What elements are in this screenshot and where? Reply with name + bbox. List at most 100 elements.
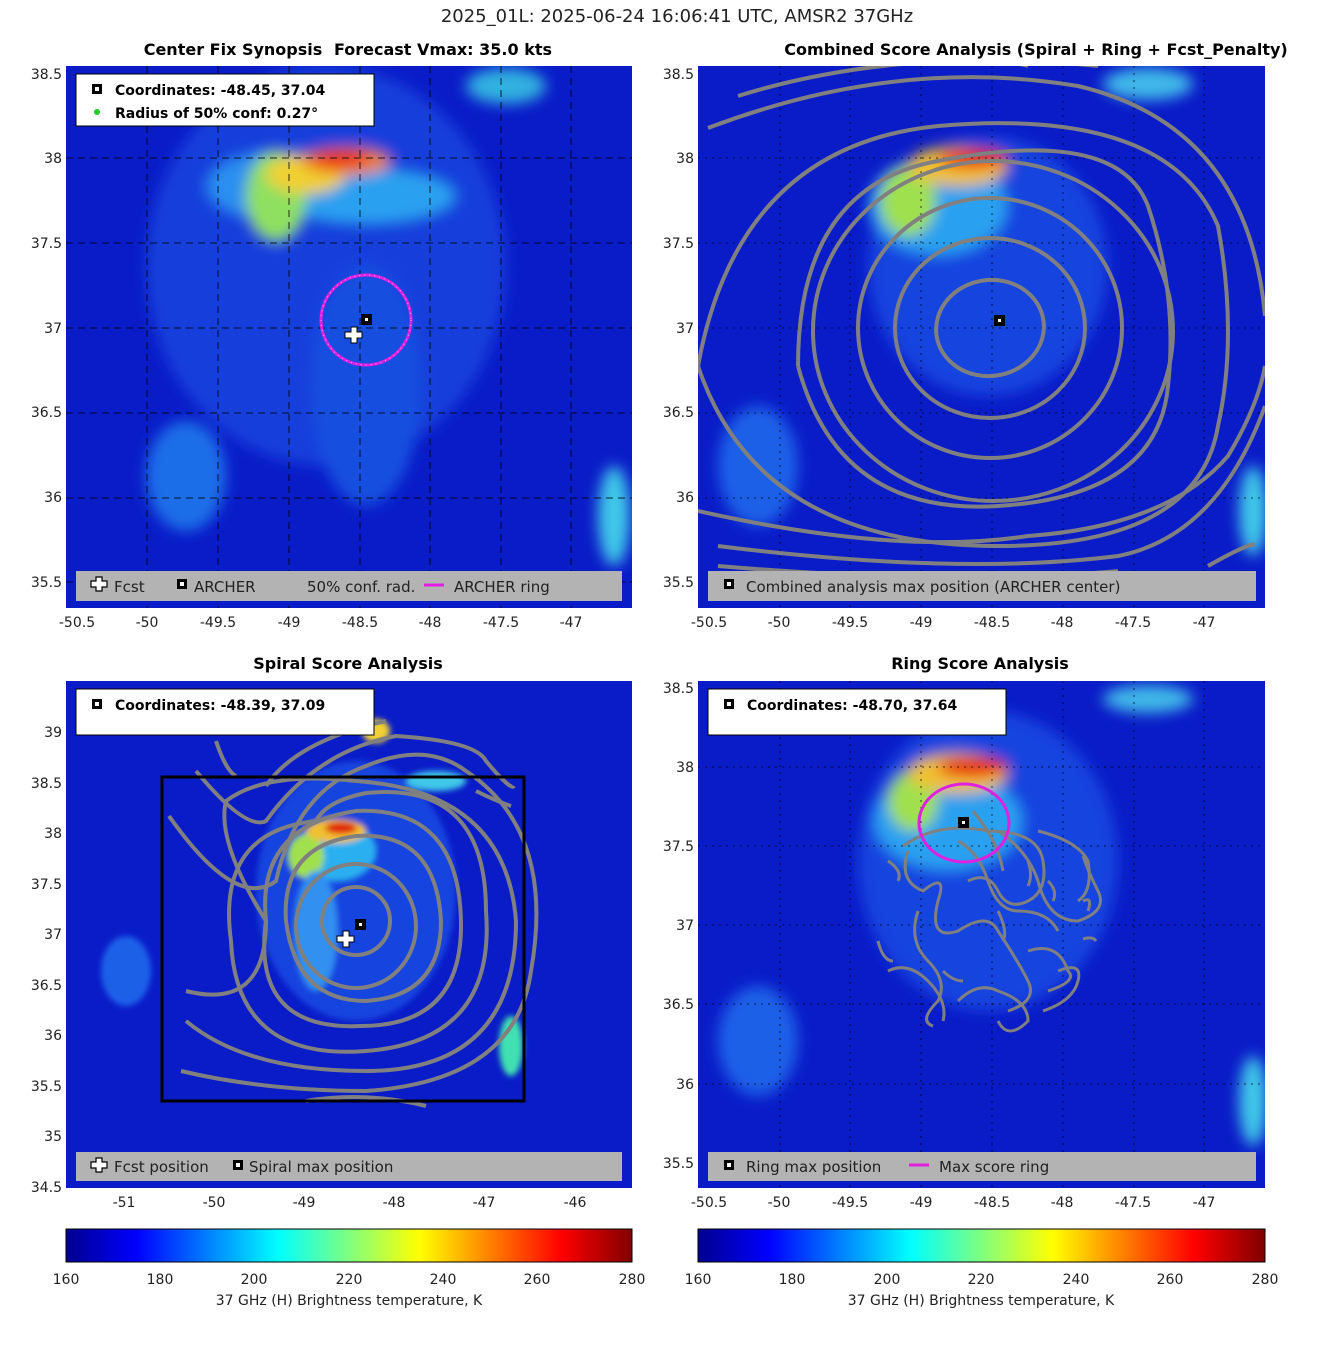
legend — [76, 1152, 622, 1181]
info-box — [75, 73, 375, 127]
svg-text:38.5: 38.5 — [663, 681, 694, 697]
svg-text:35.5: 35.5 — [663, 1156, 694, 1172]
svg-text:-50: -50 — [768, 1195, 791, 1211]
svg-text:180: 180 — [779, 1272, 806, 1288]
svg-text:37.5: 37.5 — [663, 236, 694, 252]
svg-text:-49.5: -49.5 — [832, 1195, 868, 1211]
figure-title: 2025_01L: 2025-06-24 16:06:41 UTC, AMSR2… — [441, 6, 913, 27]
svg-text:260: 260 — [1157, 1272, 1184, 1288]
svg-text:38.5: 38.5 — [31, 776, 62, 792]
svg-text:-49: -49 — [293, 1195, 316, 1211]
svg-text:-48.5: -48.5 — [342, 615, 378, 631]
grid — [698, 681, 1265, 1188]
info-coordinates: Coordinates: -48.45, 37.04 — [115, 83, 325, 99]
svg-text:37.5: 37.5 — [663, 839, 694, 855]
forecast-position-marker — [344, 326, 363, 344]
heatmap-plot-area: Coordinates: -48.39, 37.09 Fcst position… — [66, 681, 632, 1188]
legend-archer: ARCHER — [194, 578, 256, 596]
legend — [708, 1152, 1256, 1181]
svg-text:200: 200 — [241, 1272, 268, 1288]
panel-ring: Ring Score Analysis — [663, 654, 1265, 1211]
svg-text:160: 160 — [685, 1272, 712, 1288]
legend-combined-max: Combined analysis max position (ARCHER c… — [746, 578, 1120, 596]
svg-text:37: 37 — [676, 321, 694, 337]
svg-text:38.5: 38.5 — [663, 67, 694, 83]
svg-text:-47.5: -47.5 — [1115, 1195, 1151, 1211]
svg-text:36.5: 36.5 — [663, 405, 694, 421]
svg-text:-50.5: -50.5 — [59, 615, 95, 631]
svg-text:35.5: 35.5 — [31, 1079, 62, 1095]
forecast-position-marker — [336, 930, 355, 948]
svg-text:-47: -47 — [1193, 1195, 1216, 1211]
legend-fcst: Fcst — [114, 578, 145, 596]
svg-text:36: 36 — [44, 1028, 62, 1044]
svg-text:-48: -48 — [419, 615, 442, 631]
svg-text:34.5: 34.5 — [31, 1180, 62, 1196]
svg-text:280: 280 — [619, 1272, 646, 1288]
svg-text:38: 38 — [676, 760, 694, 776]
svg-text:39: 39 — [44, 725, 62, 741]
svg-text:-46: -46 — [564, 1195, 587, 1211]
fcst-legend-icon — [90, 576, 108, 592]
legend-conf-rad: 50% conf. rad. — [307, 578, 415, 596]
svg-text:260: 260 — [524, 1272, 551, 1288]
svg-text:36.5: 36.5 — [663, 997, 694, 1013]
svg-text:38: 38 — [44, 151, 62, 167]
search-box — [160, 775, 526, 1103]
legend-fcst-position: Fcst position — [114, 1158, 209, 1176]
legend-spiral-max: Spiral max position — [249, 1158, 393, 1176]
colorbar-gradient — [65, 1228, 633, 1263]
svg-text:37: 37 — [44, 321, 62, 337]
info-box — [707, 688, 1007, 736]
conf-radius-circle — [320, 274, 412, 366]
info-coordinates: Coordinates: -48.39, 37.09 — [115, 698, 325, 714]
svg-text:35.5: 35.5 — [31, 575, 62, 591]
legend-max-score-ring: Max score ring — [939, 1158, 1049, 1176]
svg-text:37.5: 37.5 — [31, 877, 62, 893]
svg-text:-50: -50 — [768, 615, 791, 631]
svg-text:35: 35 — [44, 1129, 62, 1145]
svg-text:-49: -49 — [910, 1195, 933, 1211]
svg-text:160: 160 — [53, 1272, 80, 1288]
panel-title-left: Center Fix Synopsis — [144, 40, 323, 59]
svg-text:-49: -49 — [278, 615, 301, 631]
panel-title-right: Forecast Vmax: 35.0 kts — [334, 40, 552, 59]
panel-combined: Combined Score Analysis (Spiral + Ring +… — [663, 40, 1288, 631]
svg-text:-48.5: -48.5 — [974, 1195, 1010, 1211]
svg-text:-48: -48 — [1051, 1195, 1074, 1211]
svg-text:220: 220 — [968, 1272, 995, 1288]
heatmap-plot-area: Combined analysis max position (ARCHER c… — [698, 66, 1265, 608]
svg-text:-48: -48 — [1051, 615, 1074, 631]
svg-text:240: 240 — [430, 1272, 457, 1288]
svg-text:-48: -48 — [383, 1195, 406, 1211]
heatmap-plot-area: Coordinates: -48.70, 37.64 Ring max posi… — [698, 681, 1265, 1188]
svg-text:-49.5: -49.5 — [832, 615, 868, 631]
colorbar-left: 160 180 200 220 240 260 280 37 GHz (H) B… — [53, 1228, 646, 1309]
axes-ticks: -51 -50 -49 -48 -47 -46 34.5 35 35.5 36 … — [31, 725, 587, 1211]
svg-text:37.5: 37.5 — [31, 236, 62, 252]
axes-ticks: -50.5 -50 -49.5 -49 -48.5 -48 -47.5 -47 … — [31, 67, 583, 631]
info-coordinates: Coordinates: -48.70, 37.64 — [747, 698, 957, 714]
svg-text:200: 200 — [874, 1272, 901, 1288]
legend — [76, 571, 622, 601]
svg-text:-47: -47 — [560, 615, 583, 631]
svg-text:-47: -47 — [1193, 615, 1216, 631]
axes-ticks: -50.5 -50 -49.5 -49 -48.5 -48 -47.5 -47 … — [663, 67, 1216, 631]
panel-title: Ring Score Analysis — [891, 654, 1069, 673]
svg-text:37: 37 — [676, 918, 694, 934]
svg-text:-47.5: -47.5 — [1115, 615, 1151, 631]
svg-text:36: 36 — [676, 490, 694, 506]
svg-text:-50: -50 — [203, 1195, 226, 1211]
svg-text:220: 220 — [336, 1272, 363, 1288]
svg-text:-51: -51 — [113, 1195, 136, 1211]
colorbar-label: 37 GHz (H) Brightness temperature, K — [216, 1293, 483, 1309]
svg-text:-47: -47 — [473, 1195, 496, 1211]
svg-text:-50.5: -50.5 — [691, 1195, 727, 1211]
svg-text:-50.5: -50.5 — [691, 615, 727, 631]
svg-text:36: 36 — [44, 490, 62, 506]
svg-text:-50: -50 — [136, 615, 159, 631]
contours — [876, 810, 1102, 1033]
colorbar-right: 160 180 200 220 240 260 280 37 GHz (H) B… — [685, 1228, 1278, 1309]
svg-text:-47.5: -47.5 — [483, 615, 519, 631]
